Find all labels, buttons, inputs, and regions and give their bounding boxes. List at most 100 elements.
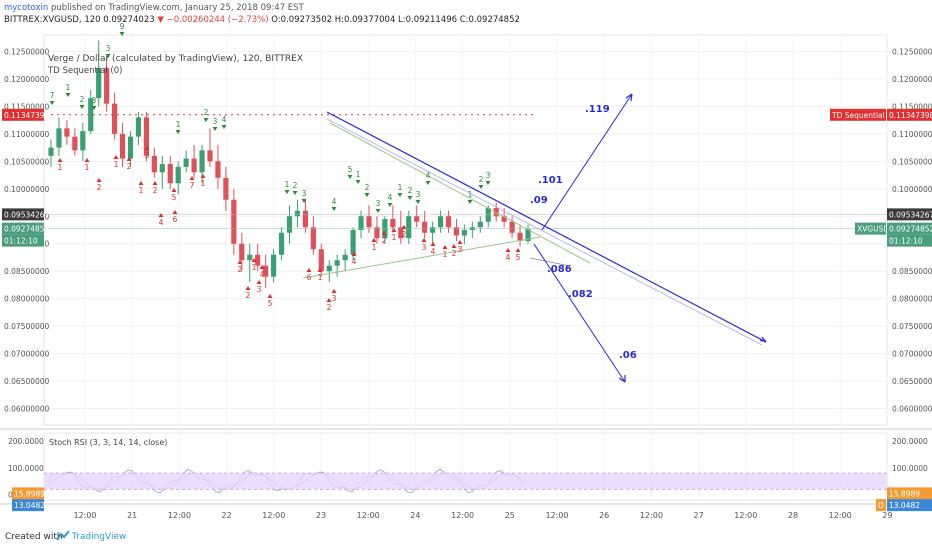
td-count-red: 2 (402, 230, 407, 239)
candle-body (406, 216, 412, 239)
publish-info: mycotoxin published on TradingView.com, … (4, 3, 304, 13)
candle-body (56, 128, 62, 148)
td-arrow-red (381, 231, 387, 235)
candle-body (422, 221, 428, 233)
stoch-k-left-tag: 15.8989 (14, 489, 45, 498)
candle-body (80, 131, 86, 151)
candle-body (239, 243, 245, 261)
td-count-red: 1 (443, 250, 448, 259)
td-arrow-red (152, 181, 158, 185)
symbol-right-tag: XVGUSD (857, 225, 889, 234)
td-arrow-red (421, 238, 427, 242)
y-tick-left: 0.12500000 (4, 47, 50, 56)
td-count-red: 2 (327, 303, 332, 312)
candle-body (151, 155, 157, 173)
td-arrow-green (425, 181, 431, 185)
td-count-green: 3 (416, 190, 421, 199)
td-arrow-red (505, 248, 511, 252)
td-count-red: 1 (372, 243, 377, 252)
y-tick-left: 0.06000000 (4, 405, 50, 414)
td-arrow-green (292, 191, 298, 195)
td-arrow-red (457, 240, 463, 244)
td-arrow-red (57, 158, 63, 162)
candle-body (207, 150, 213, 162)
candle-body (271, 254, 277, 277)
x-tick: 25 (505, 511, 515, 520)
td-level-right-tag: 0.11347398 (889, 111, 932, 120)
timer-left-tag-bg (2, 234, 44, 247)
td-count-red: 2 (153, 186, 158, 195)
stoch-k-left-tag-bg (12, 487, 44, 500)
x-tick: 23 (316, 511, 326, 520)
candle-body (175, 166, 181, 184)
x-tick: 26 (599, 511, 609, 520)
x-tick: 12:00 (451, 511, 474, 520)
td-arrow-red (267, 294, 273, 298)
y-tick-left: 0.10000000 (4, 185, 50, 194)
td-count-red: 1 (114, 160, 119, 169)
td-count-red: 5 (268, 299, 273, 308)
candle-body (199, 150, 205, 173)
td-arrow-red (326, 298, 332, 302)
stoch-d-right-tag: 13.0482 (889, 501, 920, 510)
y-tick-right: 0.12500000 (892, 47, 932, 56)
td-arrow-red (158, 213, 164, 217)
level-2-left-tag: 0.09534267 (4, 210, 50, 219)
footer: Created with TradingView (0, 526, 932, 550)
td-count-red: 4 (352, 257, 357, 266)
td-arrow-green (415, 200, 421, 204)
td-arrow-green (49, 101, 55, 105)
arrow-down-head (618, 375, 626, 383)
candle-body (461, 230, 467, 236)
stoch-d-marker-tag-bg (876, 499, 886, 512)
td-count-green: 4 (332, 197, 337, 206)
td-arrow-red (430, 242, 436, 246)
candle-body (326, 265, 332, 272)
y-tick-left: 0.12000000 (4, 75, 50, 84)
td-count-green: 2 (479, 175, 484, 184)
candle-body (278, 232, 285, 255)
brand-name[interactable]: TradingView (72, 532, 127, 542)
y-tick-left: 0.08500000 (4, 267, 50, 276)
td-count-green: 3 (302, 189, 307, 198)
td-count-red: 1 (318, 273, 323, 282)
td-count-green: 3 (106, 44, 111, 53)
candle-body (48, 147, 54, 156)
td-arrow-red (371, 238, 377, 242)
y-tick-right: 0.10000000 (892, 185, 932, 194)
username[interactable]: mycotoxin (4, 3, 49, 13)
td-arrow-red (84, 158, 90, 162)
x-tick: 12:00 (829, 511, 852, 520)
td-level-left-tag: 0.11347398 (4, 111, 50, 120)
td-arrow-red (442, 245, 448, 249)
td-count-red: 4 (159, 218, 164, 227)
y-tick-right: 0.08500000 (892, 267, 932, 276)
td-count-green: 1 (468, 190, 473, 199)
td-count-red: 6 (173, 215, 178, 224)
last-price: 0.09274023 (103, 15, 155, 25)
target-label: .086 (547, 264, 572, 275)
candle-body (88, 98, 94, 132)
td-arrow-green (65, 93, 71, 97)
td-arrow-green (397, 193, 403, 197)
candle-body (183, 158, 189, 167)
candle-body (223, 177, 229, 200)
candle-body (104, 67, 110, 104)
stoch-d-left-tag-bg (12, 499, 44, 512)
trend-line-upper (326, 111, 767, 343)
target-label: .09 (530, 195, 548, 206)
y-tick-left: 0.11500000 (4, 102, 50, 111)
candle-body (119, 133, 126, 159)
target-label: .082 (568, 289, 593, 300)
candle-body (342, 254, 348, 261)
candle-body (517, 232, 523, 241)
target-label: .119 (585, 104, 610, 115)
td-count-red: 7 (190, 181, 195, 190)
y-tick-left: 0.07000000 (4, 350, 50, 359)
candle-body (135, 117, 142, 137)
td-arrow-green (221, 125, 227, 129)
stoch-tick-left: 200.0000 (8, 437, 44, 446)
td-arrow-red (172, 210, 178, 214)
tradingview-logo-icon (56, 530, 70, 541)
